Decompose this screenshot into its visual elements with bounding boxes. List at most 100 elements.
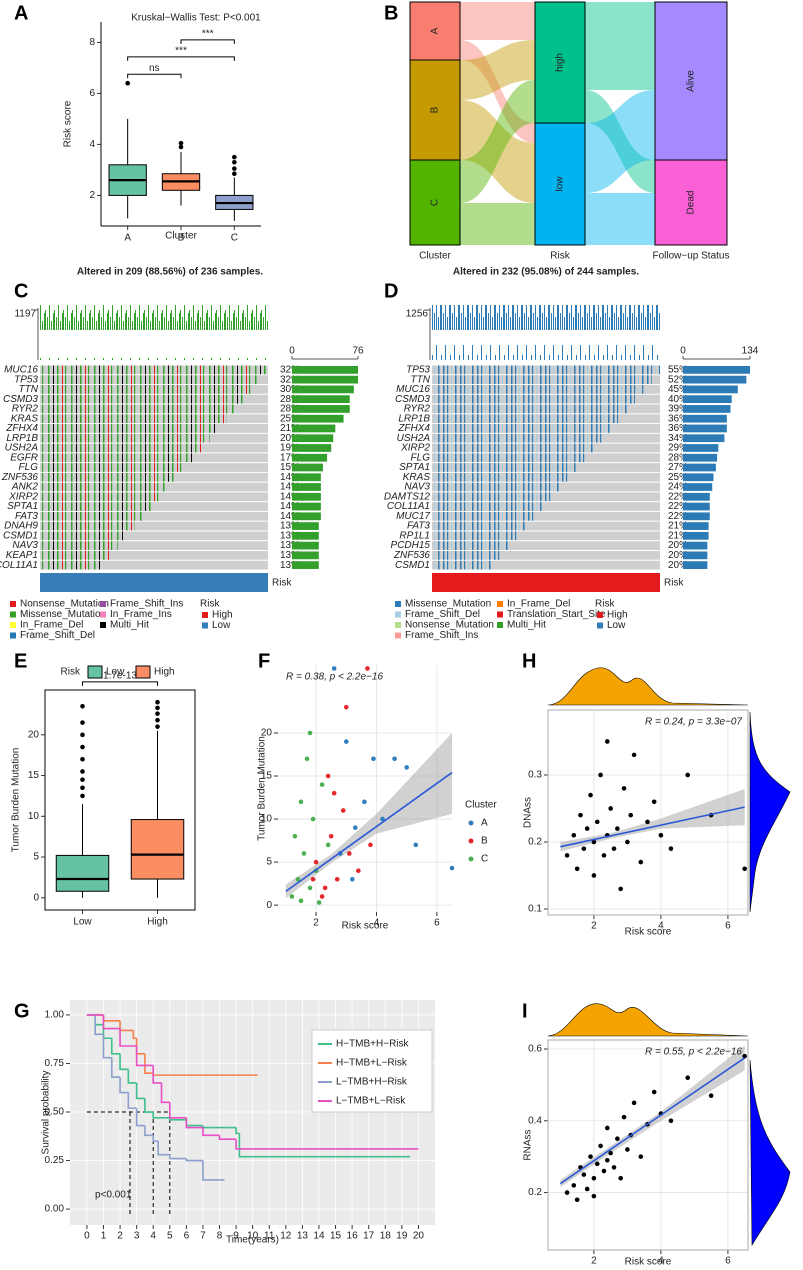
percent-label: 55%: [668, 365, 688, 376]
legend-label: In_Frame_Del: [507, 599, 570, 610]
matrix-row: [432, 531, 660, 541]
survival-step: [185, 1117, 203, 1129]
survival-step: [235, 1127, 240, 1135]
percent-label: 20%: [668, 540, 688, 551]
matrix-mutations: [40, 511, 143, 521]
legend-title: Risk: [200, 599, 220, 610]
side-bar: [683, 531, 709, 540]
gene-label: CSMD1: [395, 560, 430, 571]
x-tick-label: 14: [313, 1231, 325, 1242]
legend-marker: [468, 838, 474, 844]
sankey-node-label: low: [555, 176, 566, 192]
matrix-mutations: [432, 560, 493, 570]
legend-label: Nonsense_Mutation: [20, 599, 109, 610]
gene-label: ZFHX4: [5, 423, 38, 434]
outlier: [80, 769, 85, 774]
x-tick-label: Low: [73, 917, 92, 928]
point: [618, 1175, 623, 1181]
point: [742, 866, 747, 872]
point: [571, 832, 577, 838]
point: [638, 859, 644, 865]
gene-label: ZNF536: [393, 550, 431, 561]
percent-label: 22%: [668, 511, 688, 522]
legend-swatch: [100, 622, 106, 628]
gene-label: ANK2: [11, 482, 39, 493]
point: [685, 772, 690, 778]
x-tick-label: 1: [101, 1231, 107, 1242]
side-bar: [683, 453, 718, 462]
side-bar: [683, 492, 710, 501]
survival-step: [132, 1030, 137, 1040]
outlier: [125, 80, 130, 86]
legend-swatch: [10, 611, 16, 618]
matrix-mutations: [40, 375, 260, 385]
legend-label: Nonsense_Mutation: [405, 620, 494, 631]
matrix-mutations: [40, 453, 193, 463]
matrix-mutations: [432, 365, 660, 375]
point: [638, 1154, 644, 1159]
sankey-node-label: C: [430, 199, 441, 206]
y-tick-label: 15: [261, 771, 273, 782]
percent-label: 20%: [668, 560, 688, 571]
matrix-row: [40, 531, 268, 541]
percent-label: 20%: [668, 550, 688, 561]
point: [365, 666, 370, 671]
matrix-mutations: [432, 550, 502, 560]
annotation: p<0.001: [95, 1190, 132, 1201]
legend-swatch: [597, 612, 603, 618]
sankey-node: [409, 159, 461, 246]
point: [621, 786, 627, 791]
x-tick-label: 2: [591, 921, 597, 932]
matrix-mutations: [40, 492, 160, 502]
gene-label: TTN: [411, 374, 431, 385]
survival-step: [218, 1135, 237, 1140]
side-bar: [292, 473, 321, 482]
survival-step: [238, 1133, 411, 1158]
x-tick-label: A: [124, 233, 131, 244]
percent-label: 21%: [280, 423, 300, 434]
gene-label: SPTA1: [7, 501, 38, 512]
matrix-mutations: [432, 472, 569, 482]
side-bar: [683, 414, 727, 423]
matrix-mutations: [432, 375, 652, 385]
matrix-mutations: [40, 394, 243, 404]
point: [618, 886, 623, 892]
outlier: [155, 705, 160, 711]
point: [628, 812, 634, 818]
matrix-mutations: [40, 482, 168, 492]
density-right-i: [749, 1059, 791, 1247]
side-bar: [292, 395, 350, 404]
gene-label: KRAS: [11, 413, 39, 424]
comparison-bracket: [127, 73, 182, 79]
point: [591, 839, 597, 845]
side-bar: [683, 395, 732, 404]
comparison-label: ***: [175, 46, 187, 57]
point: [371, 756, 376, 762]
confidence-band: [560, 1045, 745, 1188]
matrix-mutations: [40, 443, 202, 453]
side-bar: [683, 483, 713, 491]
matrix-mutations: [432, 502, 544, 511]
y-tick-label: 5: [33, 852, 39, 863]
survival-step: [152, 1135, 159, 1142]
annotation: R = 0.55, p < 2.2e−16: [645, 1047, 742, 1058]
matrix-row: [432, 560, 660, 570]
gene-label: MUC17: [396, 511, 430, 522]
box: [55, 854, 110, 892]
point: [325, 842, 331, 848]
matrix-mutations: [432, 404, 627, 414]
point: [289, 894, 295, 899]
y-tick-label: 0.2: [528, 837, 542, 848]
point: [564, 1190, 570, 1195]
point: [334, 876, 340, 882]
point: [581, 846, 587, 851]
percent-label: 24%: [668, 482, 688, 493]
x-tick-label: 8: [217, 1231, 223, 1242]
legend-swatch: [202, 622, 208, 629]
side-bar: [292, 492, 321, 501]
y-tick-label: 15: [28, 770, 40, 781]
x-tick-label: 17: [363, 1231, 375, 1242]
x-axis-label: Risk score: [342, 921, 389, 932]
point: [307, 885, 313, 891]
matrix-mutations: [40, 560, 101, 570]
